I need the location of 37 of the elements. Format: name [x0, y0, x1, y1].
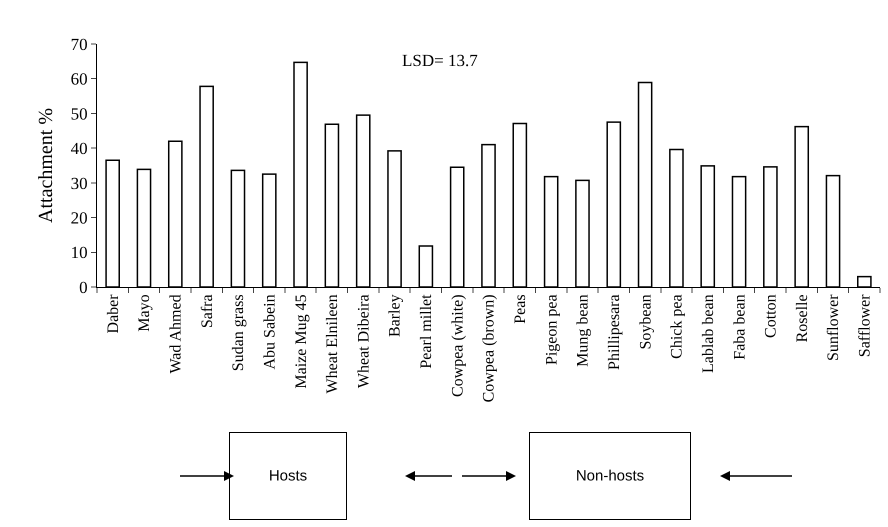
y-tick-label: 60	[70, 70, 88, 89]
x-tick-label: Roselle	[794, 294, 811, 342]
x-tick-label: Pigeon pea	[543, 294, 560, 366]
annotation: LSD= 13.7	[402, 51, 478, 70]
x-tick-label: Soybean	[637, 294, 654, 350]
x-tick-label: Daber	[104, 294, 122, 334]
y-tick-label: 70	[70, 34, 88, 54]
y-tick-label: 20	[70, 208, 88, 228]
x-tick-label: Sunflower	[825, 294, 842, 362]
y-tick-label: 30	[70, 174, 88, 193]
x-tick-label: Maize Mug 45	[292, 294, 310, 389]
y-axis-title: Attachment %	[35, 108, 58, 223]
x-tick-label: Chick pea	[668, 294, 686, 359]
x-tick-label: Mayo	[136, 294, 154, 332]
x-tick-label: Faba bean	[731, 294, 748, 360]
y-tick-label: 10	[70, 243, 88, 262]
y-tick-label: 0	[79, 278, 88, 297]
x-tick-label: Pearl millet	[418, 294, 436, 369]
x-tick-label: Wheat Elnileen	[324, 294, 342, 394]
x-tick-label: Safra	[198, 294, 216, 328]
y-tick-label: 40	[70, 139, 88, 158]
y-tick-label: 50	[70, 104, 88, 124]
x-tick-label: Peas	[512, 294, 530, 324]
text: Hosts	[268, 468, 308, 484]
x-tick-label: Safflower	[856, 294, 874, 358]
x-tick-label: Cotton	[762, 294, 780, 338]
x-tick-label: Phillipesara	[606, 294, 623, 370]
x-tick-label: Sudan grass	[230, 294, 248, 372]
x-tick-label: Cowpea (brown)	[480, 294, 498, 402]
x-tick-label: Mung bean	[574, 294, 592, 367]
x-tick-label: Abu Sabein	[261, 294, 278, 370]
x-tick-label: Wheat Dibeira	[355, 294, 372, 388]
x-tick-label: Wad Ahmed	[168, 294, 184, 374]
x-tick-label: Barley	[386, 294, 404, 338]
x-tick-label: Lablab bean	[700, 294, 717, 374]
x-tick-label: Cowpea (white)	[449, 294, 466, 398]
text: Non-hosts	[576, 468, 644, 484]
